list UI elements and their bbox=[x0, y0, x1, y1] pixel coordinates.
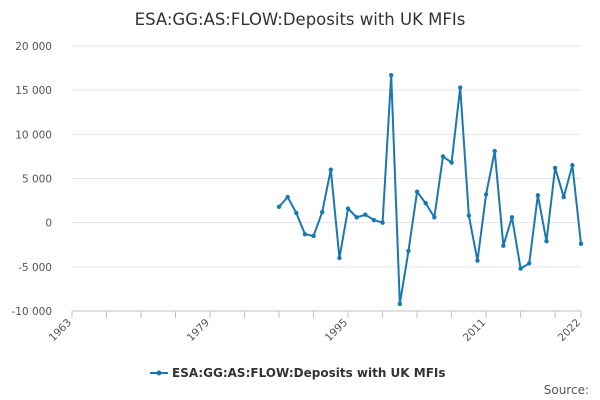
y-tick-label: 5 000 bbox=[22, 174, 52, 186]
data-point[interactable] bbox=[570, 163, 575, 168]
data-point[interactable] bbox=[414, 189, 420, 194]
x-tick-label: 1979 bbox=[185, 317, 212, 344]
y-tick-label: 20 000 bbox=[15, 41, 52, 53]
series-line bbox=[278, 74, 582, 305]
data-point[interactable] bbox=[285, 194, 290, 200]
data-point[interactable] bbox=[294, 210, 299, 216]
data-point[interactable] bbox=[354, 215, 359, 220]
x-tick-label: 1995 bbox=[323, 317, 350, 344]
data-point[interactable] bbox=[501, 243, 506, 248]
data-point[interactable] bbox=[337, 255, 342, 261]
source-label: Source: bbox=[544, 383, 589, 397]
data-point[interactable] bbox=[363, 212, 368, 217]
data-point[interactable] bbox=[552, 165, 558, 171]
data-point[interactable] bbox=[544, 239, 549, 244]
data-point[interactable] bbox=[475, 258, 480, 263]
chart-title: ESA:GG:AS:FLOW:Deposits with UK MFIs bbox=[135, 10, 466, 29]
legend-label: ESA:GG:AS:FLOW:Deposits with UK MFIs bbox=[172, 366, 446, 380]
legend-marker-icon bbox=[156, 370, 162, 376]
data-point[interactable] bbox=[466, 213, 472, 218]
data-point[interactable] bbox=[389, 72, 394, 78]
y-tick-label: -10 000 bbox=[11, 306, 52, 318]
data-point[interactable] bbox=[561, 194, 566, 200]
data-point[interactable] bbox=[483, 192, 489, 197]
data-point[interactable] bbox=[345, 206, 351, 211]
y-tick-label: -5 000 bbox=[18, 262, 52, 274]
x-tick-label: 2022 bbox=[556, 317, 583, 344]
x-tick-label: 1963 bbox=[47, 317, 74, 344]
data-point[interactable] bbox=[371, 217, 377, 223]
grid bbox=[72, 45, 581, 312]
y-axis: 20 000 15 000 10 000 5 000 0 -5 000 -10 000 bbox=[11, 41, 52, 318]
data-point[interactable] bbox=[449, 160, 454, 165]
data-point[interactable] bbox=[518, 266, 523, 271]
legend[interactable]: ESA:GG:AS:FLOW:Deposits with UK MFIs bbox=[150, 366, 446, 380]
data-point[interactable] bbox=[527, 261, 532, 266]
x-tick-label: 2011 bbox=[461, 317, 488, 344]
data-point[interactable] bbox=[311, 233, 316, 239]
data-point[interactable] bbox=[423, 201, 428, 206]
data-point[interactable] bbox=[397, 301, 403, 307]
y-tick-label: 0 bbox=[45, 218, 52, 230]
data-point[interactable] bbox=[406, 248, 411, 254]
plot-area bbox=[276, 72, 584, 307]
data-point[interactable] bbox=[578, 241, 584, 247]
data-point[interactable] bbox=[535, 193, 541, 198]
data-point[interactable] bbox=[492, 148, 497, 154]
data-point[interactable] bbox=[509, 215, 515, 220]
y-tick-label: 15 000 bbox=[15, 85, 52, 97]
data-point[interactable] bbox=[276, 204, 282, 209]
data-point[interactable] bbox=[328, 167, 334, 172]
data-point[interactable] bbox=[319, 209, 325, 215]
data-point[interactable] bbox=[380, 220, 385, 225]
data-point[interactable] bbox=[432, 215, 437, 220]
x-axis: 1963 1979 1995 2011 2022 bbox=[47, 310, 583, 344]
data-point[interactable] bbox=[302, 231, 308, 237]
y-tick-label: 10 000 bbox=[15, 129, 52, 141]
data-point[interactable] bbox=[440, 154, 446, 159]
data-point[interactable] bbox=[458, 85, 463, 90]
